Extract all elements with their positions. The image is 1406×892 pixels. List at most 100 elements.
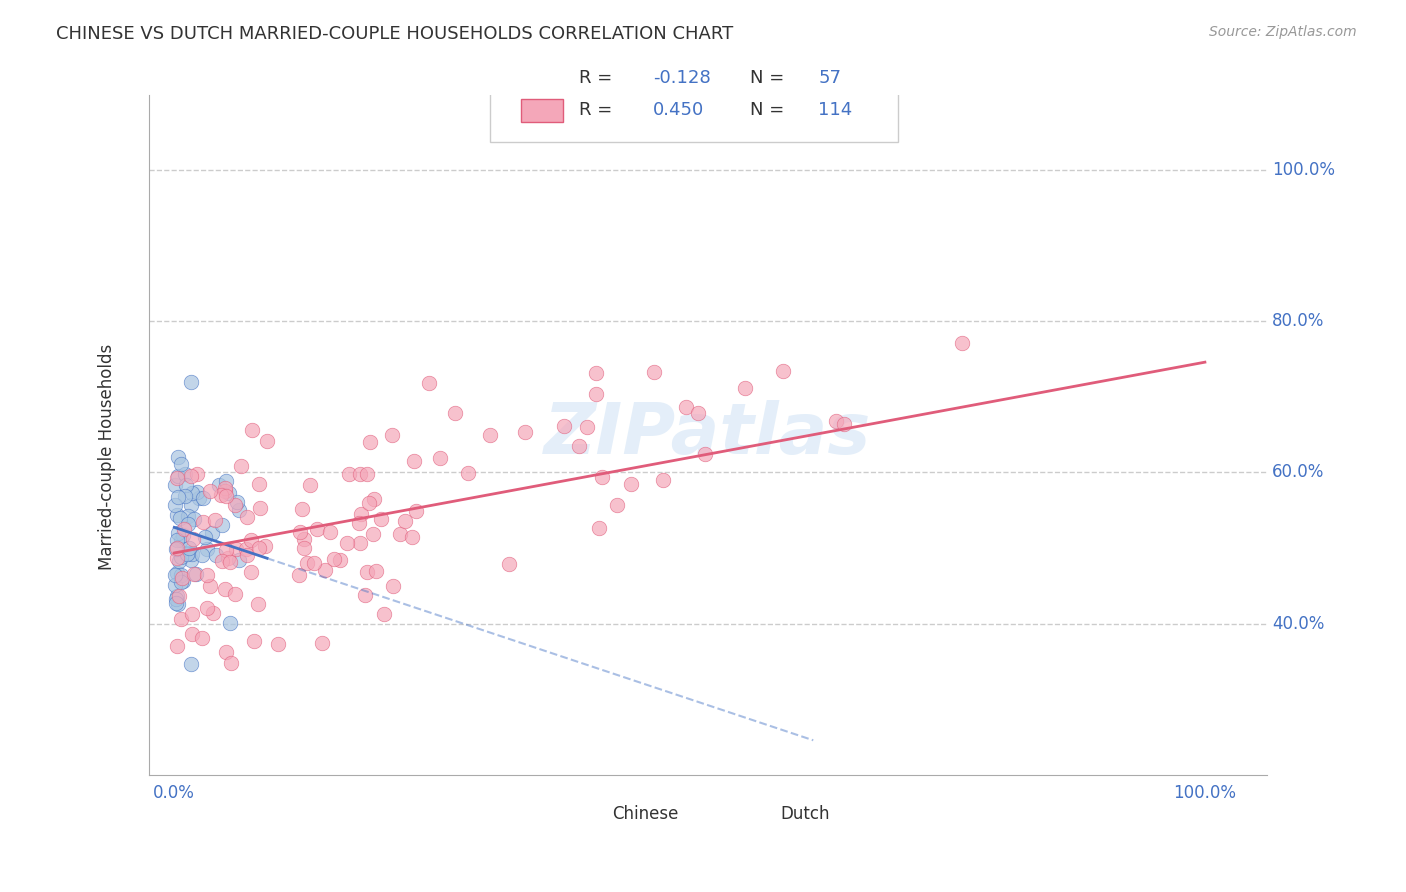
Point [166,589,188,603]
Point [253,539,276,553]
Point [319,524,342,539]
Point [170,571,193,585]
Point [336,535,359,549]
Point [214,645,236,659]
Point [240,533,263,547]
Point [170,457,193,471]
Point [214,481,236,495]
Point [218,486,240,500]
Point [186,467,208,482]
Point [201,526,224,541]
Point [184,566,207,581]
Point [211,554,233,568]
Point [180,498,202,512]
Point [228,553,250,567]
Point [221,656,243,670]
Point [180,547,202,561]
Text: CHINESE VS DUTCH MARRIED-COUPLE HOUSEHOLDS CORRELATION CHART: CHINESE VS DUTCH MARRIED-COUPLE HOUSEHOL… [56,25,734,43]
Point [585,366,607,380]
Text: Chinese: Chinese [613,805,679,823]
FancyBboxPatch shape [520,66,564,89]
Text: Dutch: Dutch [780,805,830,823]
Point [247,597,270,611]
Point [172,528,194,542]
Text: ZIPatlas: ZIPatlas [544,401,872,469]
Point [195,567,218,582]
Point [180,657,202,672]
Point [215,489,238,503]
Point [228,503,250,517]
Point [291,502,314,516]
Point [180,627,202,641]
Point [165,596,187,610]
Point [772,364,794,378]
Point [591,469,613,483]
Point [354,588,377,602]
Point [177,541,200,556]
Point [239,565,262,579]
Point [194,530,217,544]
Point [588,521,610,535]
Point [170,550,193,565]
Point [305,522,328,536]
Point [515,425,537,440]
Point [217,551,239,566]
Point [297,556,319,570]
Point [249,500,271,515]
Point [337,467,360,481]
Point [314,563,336,577]
Point [224,587,246,601]
Point [675,400,697,414]
Point [183,566,205,581]
FancyBboxPatch shape [520,99,564,122]
Point [201,606,224,620]
Point [180,469,202,483]
Point [173,522,195,536]
Point [356,467,378,482]
Point [170,533,193,547]
Point [183,512,205,526]
Point [208,477,231,491]
Point [825,414,848,428]
Point [176,509,198,524]
Point [167,469,190,483]
Point [174,477,197,491]
Point [267,637,290,651]
Point [405,503,427,517]
Point [197,541,219,556]
Text: -0.128: -0.128 [652,69,710,87]
Point [620,477,643,491]
Point [219,615,242,630]
FancyBboxPatch shape [489,51,897,143]
Point [349,467,371,482]
Point [576,420,599,434]
Point [190,631,212,645]
Point [167,450,190,464]
Point [167,597,190,611]
Point [176,547,198,561]
Point [191,548,214,562]
Point [349,507,371,521]
Point [686,406,709,420]
Point [388,526,411,541]
Point [329,553,352,567]
Point [180,553,202,567]
Point [225,495,247,509]
FancyBboxPatch shape [568,804,605,824]
Point [478,428,501,442]
Point [170,612,193,626]
Point [165,498,187,512]
Point [302,556,325,570]
Point [169,511,191,525]
Point [165,578,187,592]
Point [166,471,188,485]
Point [429,450,451,465]
Point [214,582,236,596]
Point [256,434,278,448]
Point [170,574,193,589]
Point [643,366,665,380]
Text: 0.0%: 0.0% [153,784,195,802]
Point [165,592,187,607]
Point [166,541,188,556]
Point [170,568,193,582]
